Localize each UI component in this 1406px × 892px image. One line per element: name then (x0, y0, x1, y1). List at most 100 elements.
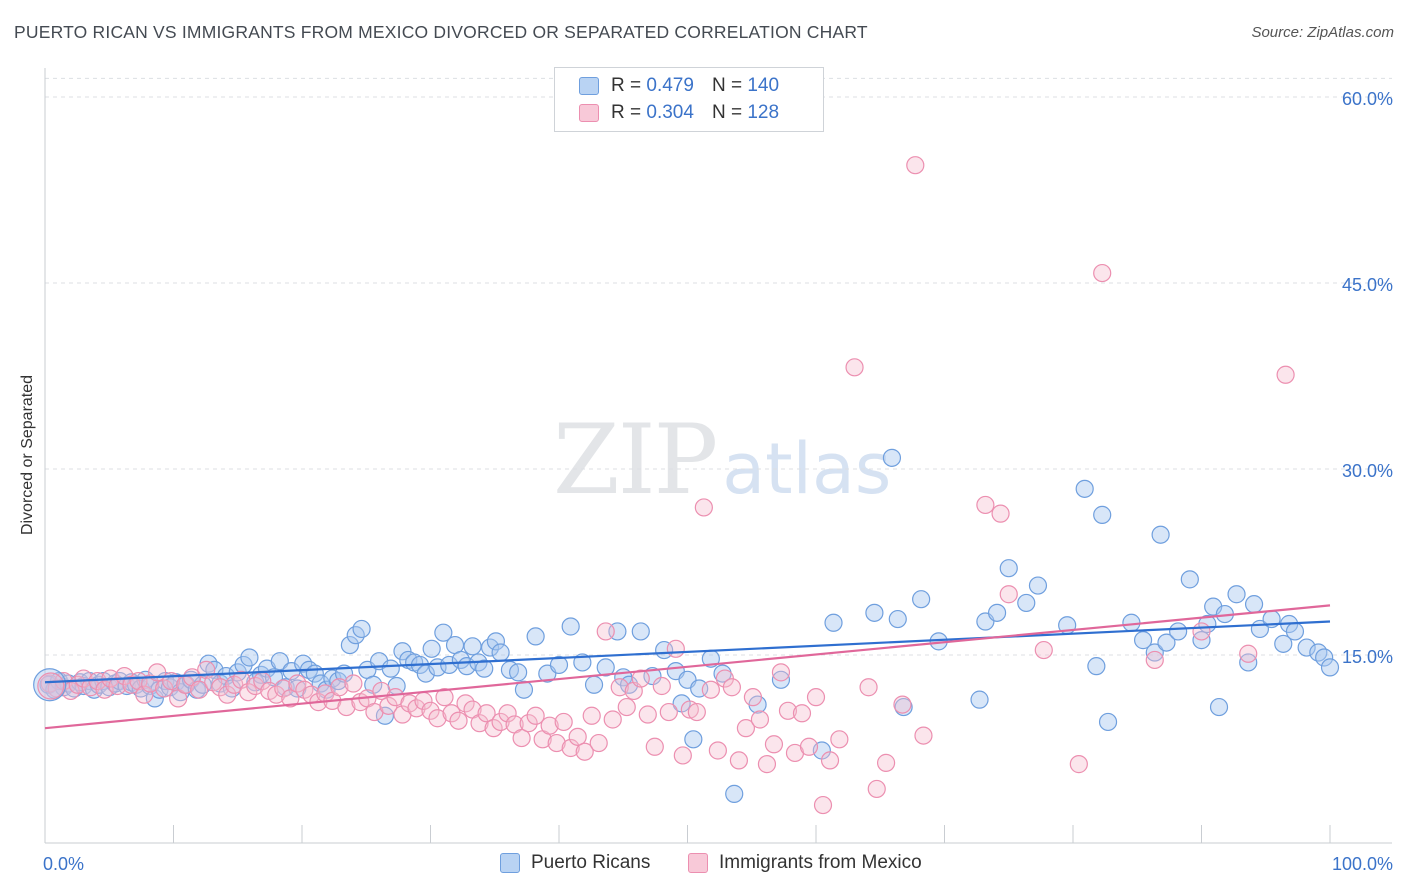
data-point-pink (568, 727, 587, 746)
data-point-blue (684, 730, 703, 749)
data-point-pink (498, 704, 517, 723)
data-point-pink (845, 358, 864, 377)
data-point-pink (288, 674, 307, 693)
data-point-blue (1098, 712, 1118, 732)
data-point-blue (440, 655, 459, 675)
data-point-pink (561, 738, 580, 758)
data-point-blue (1274, 634, 1293, 653)
series-legend-label: Immigrants from Mexico (719, 852, 922, 873)
data-point-blue (882, 448, 902, 467)
data-point-blue (987, 603, 1007, 622)
data-point-pink (421, 701, 440, 720)
data-point-pink (813, 795, 833, 815)
data-point-pink (806, 688, 826, 707)
data-point-pink (81, 678, 100, 697)
data-point-pink (708, 741, 727, 760)
data-point-pink (596, 622, 615, 641)
data-point-pink (722, 678, 741, 697)
legend-n-value: 128 (747, 102, 780, 123)
data-point-pink (830, 730, 849, 749)
data-point-pink (108, 676, 127, 696)
source-label: Source: ZipAtlas.com (1251, 24, 1394, 41)
data-point-blue (329, 671, 348, 691)
data-point-blue (381, 659, 400, 678)
y-tick-label: 15.0% (1342, 647, 1393, 667)
data-point-blue (1169, 622, 1188, 641)
data-point-pink (999, 585, 1018, 604)
x-tick-label-left: 0.0% (43, 854, 84, 874)
data-point-blue (596, 658, 615, 677)
data-point-pink (1069, 755, 1088, 774)
data-point-blue (912, 590, 931, 609)
legend-swatch-pink (579, 104, 599, 122)
data-point-pink (141, 674, 160, 693)
correlation-legend: R = 0.479 N = 140 R = 0.304 N = 128 (554, 67, 824, 132)
data-point-pink (680, 700, 699, 719)
data-point-pink (771, 663, 791, 682)
data-point-pink (61, 681, 80, 701)
data-point-pink (673, 746, 692, 765)
data-point-pink (554, 712, 573, 732)
data-point-blue (1180, 570, 1199, 589)
data-point-blue (1285, 622, 1305, 641)
data-point-pink (1145, 650, 1164, 670)
data-point-pink (449, 711, 468, 730)
legend-r-label: R = (611, 102, 642, 123)
data-point-blue (1320, 658, 1340, 677)
data-point-blue (643, 666, 662, 686)
data-point-blue (1028, 576, 1048, 595)
data-point-pink (190, 680, 209, 699)
data-point-blue (352, 619, 371, 639)
data-point-blue (145, 689, 164, 708)
data-point-pink (820, 751, 840, 770)
data-point-blue (561, 617, 580, 636)
legend-r-value: 0.304 (646, 102, 694, 123)
data-point-blue (824, 613, 843, 632)
data-point-pink (1093, 263, 1112, 283)
data-point-pink (547, 733, 566, 753)
data-point-blue (1297, 638, 1316, 657)
data-point-blue (1093, 505, 1112, 524)
data-point-blue (865, 603, 884, 622)
legend-r-label: R = (611, 75, 642, 96)
data-point-blue (771, 670, 791, 689)
data-point-pink (799, 737, 819, 756)
data-point-pink (976, 495, 995, 515)
data-point-blue (240, 648, 259, 667)
data-point-pink (135, 685, 154, 704)
series-legend-immigrants-mexico: Immigrants from Mexico (688, 852, 922, 874)
y-tick-label: 45.0% (1342, 275, 1393, 295)
series-swatch-blue (500, 853, 520, 873)
data-point-blue (1145, 643, 1164, 662)
data-point-pink (617, 697, 636, 717)
data-point-pink (757, 755, 777, 774)
series-swatch-pink (688, 853, 708, 873)
data-point-pink (435, 688, 454, 707)
data-point-pink (893, 695, 912, 714)
data-point-pink (274, 679, 293, 698)
y-tick-label: 30.0% (1342, 461, 1393, 481)
data-point-pink (876, 753, 896, 772)
series-legend: Puerto Ricans Immigrants from Mexico (0, 852, 1406, 878)
data-point-pink (645, 737, 664, 756)
data-point-pink (211, 678, 230, 697)
data-point-pink (589, 733, 608, 753)
data-point-pink (638, 705, 657, 724)
data-point-pink (239, 683, 258, 702)
data-point-pink (666, 639, 685, 658)
data-point-pink (610, 678, 629, 697)
data-point-blue (1151, 525, 1170, 544)
data-point-pink (729, 751, 749, 770)
data-point-pink (484, 719, 503, 738)
data-point-pink (750, 710, 770, 729)
legend-row-puerto-ricans: R = 0.479 N = 140 (579, 74, 779, 98)
chart-title: PUERTO RICAN VS IMMIGRANTS FROM MEXICO D… (14, 22, 868, 42)
data-point-pink (991, 504, 1010, 523)
data-point-blue (1309, 643, 1328, 662)
data-point-blue (631, 622, 650, 641)
data-point-blue (1209, 697, 1229, 717)
data-point-pink (575, 742, 594, 761)
legend-n-label: N = (711, 102, 743, 123)
data-point-pink (778, 701, 798, 720)
